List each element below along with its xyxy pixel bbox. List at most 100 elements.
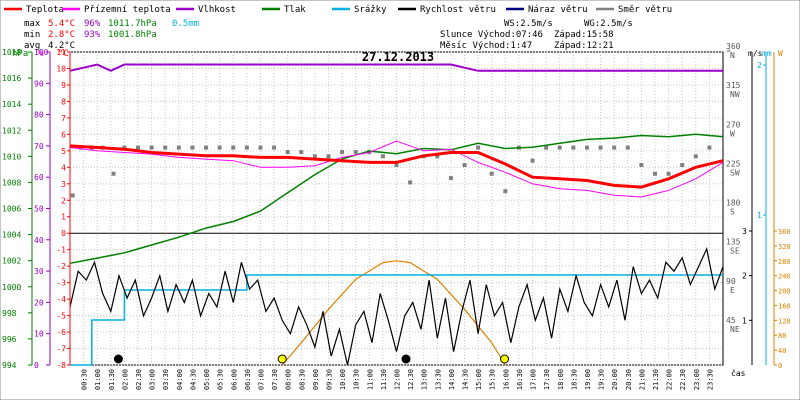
temp-tick-label: 6	[61, 130, 66, 139]
time-tick-label: 06:30	[244, 369, 252, 390]
time-tick-label: 22:30	[679, 369, 687, 390]
stats-min-temp: 2.8°C	[48, 30, 75, 40]
hpa-tick-label: 1006	[2, 205, 21, 214]
humidity-tick-label: 90	[34, 79, 44, 88]
legend-label: Tlak	[284, 5, 306, 15]
time-tick-label: 19:30	[598, 369, 606, 390]
solar-tick-label: 240	[778, 273, 791, 281]
time-tick-label: 09:00	[312, 369, 320, 390]
wind-tick-label: 3	[742, 227, 747, 236]
solar-tick-label: 120	[778, 317, 791, 325]
series-layer	[69, 63, 724, 366]
time-tick-label: 20:00	[611, 369, 619, 390]
time-tick-label: 07:00	[257, 369, 265, 390]
wind-direction-point	[340, 149, 345, 154]
stats-min-press: 1001.8hPa	[108, 30, 157, 40]
stats-max-label: max	[24, 19, 41, 29]
hpa-axis-unit: hPa	[12, 49, 28, 59]
moon-event-marker	[113, 354, 123, 364]
wind-direction-point	[639, 163, 644, 168]
time-tick-label: 15:30	[489, 369, 497, 390]
wind-direction-point	[503, 189, 508, 194]
time-tick-label: 21:30	[652, 369, 660, 390]
wind-direction-point	[394, 163, 399, 168]
wind-direction-point	[326, 154, 331, 159]
temp-tick-label: 0	[61, 229, 66, 238]
info-moonset: Západ:12:21	[554, 41, 614, 51]
time-tick-label: 23:30	[706, 369, 714, 390]
time-tick-label: 05:30	[217, 369, 225, 390]
hpa-tick-label: 996	[2, 335, 17, 344]
hpa-tick-label: 1016	[2, 74, 21, 83]
humidity-tick-label: 80	[34, 111, 44, 120]
temp-tick-label: 9	[61, 81, 66, 90]
axes: hPa1018101610141012101010081006100410021…	[2, 42, 791, 390]
direction-compass-label: NW	[730, 90, 740, 99]
wind-direction-point	[204, 145, 209, 150]
time-tick-label: 01:00	[94, 369, 102, 390]
temp-axis-unit: °C	[58, 49, 69, 59]
time-tick-label: 03:30	[162, 369, 170, 390]
wind-tick-label: 1	[742, 316, 747, 325]
stats-avg-temp: 4.2°C	[48, 41, 75, 51]
humidity-tick-label: 50	[34, 205, 44, 214]
legend-label: Teplota	[26, 5, 64, 15]
temp-tick-label: -3	[56, 279, 66, 288]
time-tick-label: 00:30	[81, 369, 89, 390]
series-pressure	[69, 133, 724, 265]
time-tick-label: 20:30	[625, 369, 633, 390]
wind-direction-point	[680, 163, 685, 168]
temp-tick-label: 2	[61, 196, 66, 205]
time-tick-label: 14:30	[462, 369, 470, 390]
stats-max-temp: 5.4°C	[48, 19, 75, 29]
series-rain	[70, 274, 723, 366]
time-tick-label: 10:00	[339, 369, 347, 390]
wind-direction-point	[111, 171, 116, 176]
temp-tick-label: -6	[56, 328, 66, 337]
temp-tick-label: 11	[56, 48, 66, 57]
series-humidity	[69, 63, 723, 72]
humidity-tick-label: 20	[34, 298, 44, 307]
stats-min-label: min	[24, 30, 40, 40]
solar-tick-label: 200	[778, 288, 791, 296]
time-tick-label: 02:30	[135, 369, 143, 390]
wind-direction-point	[476, 145, 481, 150]
time-tick-label: 19:00	[584, 369, 592, 390]
wind-direction-point	[530, 158, 535, 163]
time-tick-label: 01:30	[108, 369, 116, 390]
humidity-tick-label: 70	[34, 142, 44, 151]
temp-tick-label: -4	[56, 295, 66, 304]
temp-tick-label: 8	[61, 97, 66, 106]
wind-direction-point	[312, 154, 317, 159]
legend-label: Srážky	[354, 5, 387, 15]
wind-direction-point	[380, 154, 385, 159]
solar-tick-label: 320	[778, 243, 791, 251]
info-wg: WG:2.5m/s	[584, 19, 633, 29]
wind-direction-point	[149, 145, 154, 150]
solar-tick-label: 160	[778, 302, 791, 310]
wind-direction-point	[163, 145, 168, 150]
stats-max-hum: 96%	[84, 19, 101, 29]
rain-tick-label: 1	[757, 211, 762, 220]
legend-label: Směr větru	[618, 5, 672, 15]
time-tick-label: 11:30	[380, 369, 388, 390]
time-tick-label: 17:00	[530, 369, 538, 390]
temp-tick-label: 10	[56, 64, 66, 73]
direction-tick-label: 225	[726, 159, 741, 168]
time-tick-label: 14:00	[448, 369, 456, 390]
humidity-tick-label: 100	[34, 48, 49, 57]
humidity-tick-label: 0	[34, 361, 39, 370]
wind-direction-point	[217, 145, 222, 150]
stats-min-hum: 93%	[84, 30, 101, 40]
solar-axis-unit: W	[778, 49, 783, 58]
direction-tick-label: 90	[726, 277, 736, 286]
legend-label: Rychlost větru	[420, 5, 496, 15]
time-tick-label: 13:00	[421, 369, 429, 390]
time-tick-label: 16:00	[502, 369, 510, 390]
wind-direction-point	[693, 154, 698, 159]
info-moon: Měsíc Východ:1:47	[440, 41, 532, 51]
wind-direction-point	[176, 145, 181, 150]
wind-direction-point	[435, 154, 440, 159]
direction-tick-label: 315	[726, 81, 741, 90]
